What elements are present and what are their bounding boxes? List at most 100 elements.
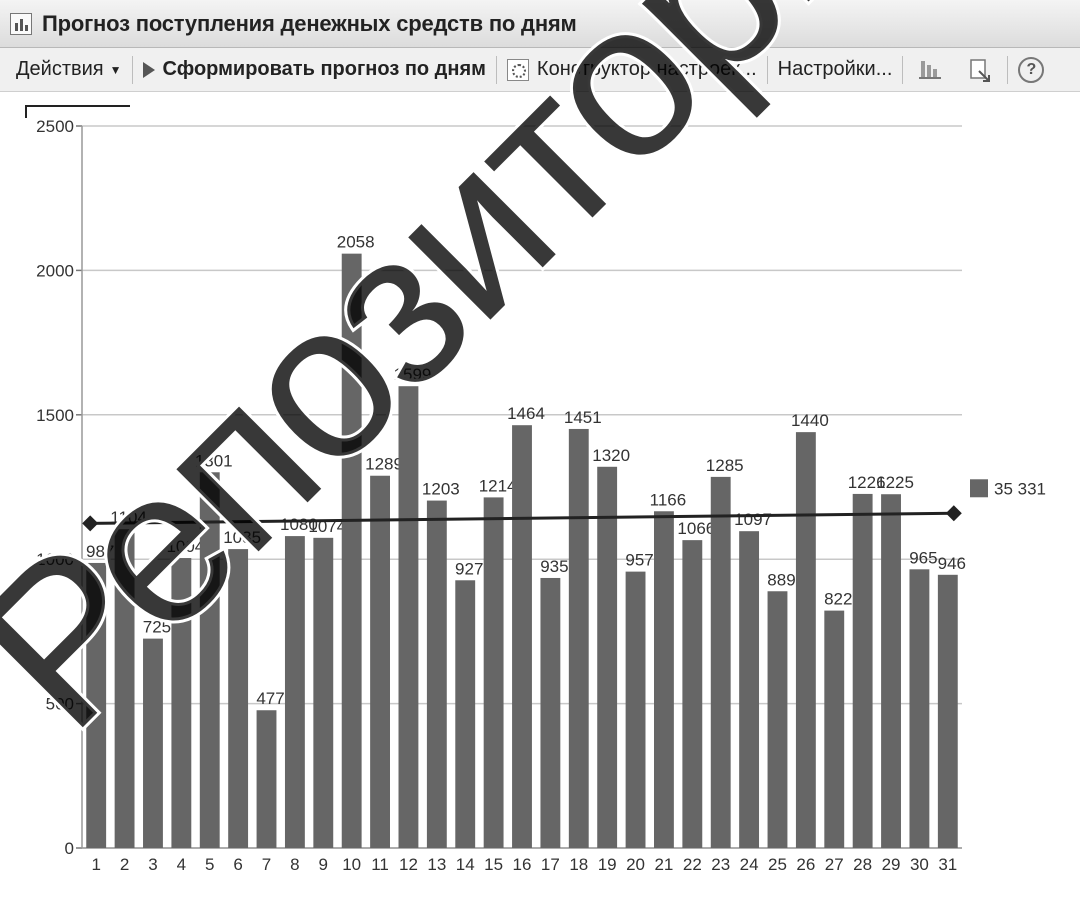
bar-value-label: 987 xyxy=(86,542,114,561)
x-tick-label: 4 xyxy=(177,855,186,874)
bar xyxy=(824,610,845,848)
x-tick-label: 10 xyxy=(342,855,361,874)
x-tick-label: 1 xyxy=(91,855,100,874)
save-settings-icon xyxy=(970,58,991,82)
y-tick-label: 500 xyxy=(46,695,74,714)
bar-value-label: 1035 xyxy=(223,528,261,547)
x-tick-label: 3 xyxy=(148,855,157,874)
bar-value-label: 1225 xyxy=(876,473,914,492)
bar xyxy=(654,511,674,848)
bar-value-label: 1464 xyxy=(507,404,545,423)
bar xyxy=(483,497,504,848)
x-tick-label: 24 xyxy=(740,855,759,874)
x-tick-label: 17 xyxy=(541,855,560,874)
report-chart-icon xyxy=(10,12,32,35)
bar xyxy=(568,428,589,848)
settings-button[interactable]: Настройки... xyxy=(770,52,901,88)
chart-corner-mark xyxy=(25,105,130,118)
generate-forecast-label: Сформировать прогноз по дням xyxy=(162,58,486,80)
legend-swatch xyxy=(970,479,988,498)
y-tick-label: 1000 xyxy=(36,550,74,569)
legend-label: 35 331 xyxy=(994,479,1046,498)
bar xyxy=(313,537,334,848)
bar xyxy=(370,475,390,848)
settings-constructor-icon xyxy=(506,58,529,81)
bar-value-label: 1166 xyxy=(650,490,687,509)
bar xyxy=(199,472,220,848)
bar xyxy=(682,540,703,848)
x-tick-label: 28 xyxy=(853,855,872,874)
actions-menu-label: Действия xyxy=(16,58,104,80)
bar-value-label: 2058 xyxy=(337,233,375,252)
x-tick-label: 25 xyxy=(768,855,787,874)
bar xyxy=(86,562,107,848)
bar xyxy=(341,253,362,848)
settings-constructor-button[interactable]: Конструктор настроек... xyxy=(499,52,765,88)
bar-value-label: 1440 xyxy=(791,411,829,430)
x-tick-label: 30 xyxy=(910,855,929,874)
play-icon xyxy=(142,61,155,78)
bar xyxy=(739,531,760,848)
bar-value-label: 1226 xyxy=(848,473,886,492)
bar xyxy=(455,580,476,848)
bar xyxy=(512,425,532,848)
y-tick-label: 2500 xyxy=(36,117,74,136)
help-icon: ? xyxy=(1018,56,1045,83)
chart-panel: 0 500 1000 1500 2000 2500 987 1 1104 2 725 3 1004 4 13… xyxy=(0,92,1080,896)
bar xyxy=(795,432,816,848)
x-tick-label: 2 xyxy=(120,855,129,874)
bar-value-label: 822 xyxy=(824,590,852,609)
bar-value-label: 1285 xyxy=(706,456,744,475)
trend-end-marker xyxy=(945,505,962,522)
bar-value-label: 1203 xyxy=(422,480,460,499)
bar xyxy=(228,549,249,848)
x-tick-label: 8 xyxy=(290,855,299,874)
bar-value-label: 1097 xyxy=(734,510,772,529)
bar xyxy=(256,710,277,848)
bar xyxy=(426,500,447,848)
window-title: Прогноз поступления денежных средств по … xyxy=(42,10,577,36)
x-tick-label: 29 xyxy=(882,855,901,874)
x-tick-label: 9 xyxy=(319,855,328,874)
bar xyxy=(540,577,561,848)
bar xyxy=(625,571,646,848)
bar-value-label: 935 xyxy=(540,557,568,576)
trend-start-marker xyxy=(82,515,99,532)
bar xyxy=(597,466,618,848)
bar-value-label: 1004 xyxy=(166,537,204,556)
bar xyxy=(909,569,930,848)
bar-value-label: 957 xyxy=(625,551,653,570)
bar-value-label: 927 xyxy=(455,559,483,578)
load-settings-icon xyxy=(919,60,942,79)
bar-value-label: 946 xyxy=(938,554,966,573)
help-button[interactable]: ? xyxy=(1010,52,1052,88)
x-tick-label: 6 xyxy=(233,855,242,874)
bar xyxy=(143,638,163,848)
bar-value-label: 1301 xyxy=(195,451,233,470)
save-settings-button[interactable] xyxy=(955,52,1005,88)
x-tick-label: 22 xyxy=(683,855,702,874)
bar-value-label: 889 xyxy=(767,570,795,589)
toolbar: Действия ▼ Сформировать прогноз по дням … xyxy=(0,48,1080,92)
load-settings-button[interactable] xyxy=(905,52,955,88)
bar xyxy=(114,529,135,848)
generate-forecast-button[interactable]: Сформировать прогноз по дням xyxy=(135,52,494,88)
bar xyxy=(284,536,305,848)
bar-value-label: 1066 xyxy=(677,519,715,538)
actions-menu-button[interactable]: Действия ▼ xyxy=(8,52,130,88)
y-tick-label: 0 xyxy=(65,839,74,858)
x-tick-label: 26 xyxy=(796,855,815,874)
bar xyxy=(398,386,419,848)
x-tick-label: 23 xyxy=(711,855,730,874)
forecast-bar-chart: 0500100015002000250098711104272531004413… xyxy=(25,105,1046,874)
bar xyxy=(171,558,192,848)
chevron-down-icon: ▼ xyxy=(109,62,122,77)
toolbar-separator xyxy=(1007,55,1009,84)
window-titlebar: Прогноз поступления денежных средств по … xyxy=(0,0,1080,48)
bar xyxy=(881,494,901,848)
bar xyxy=(937,574,958,848)
toolbar-separator xyxy=(902,55,904,84)
y-tick-label: 2000 xyxy=(36,261,74,280)
x-tick-label: 20 xyxy=(626,855,645,874)
x-tick-label: 12 xyxy=(399,855,418,874)
